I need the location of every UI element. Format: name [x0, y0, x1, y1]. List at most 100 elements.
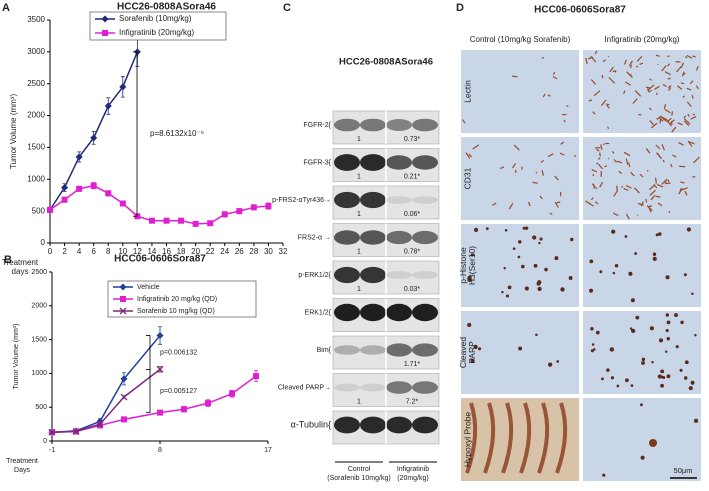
vessel: [611, 150, 615, 154]
stained-cell: [588, 288, 594, 293]
marker: [120, 393, 128, 401]
x-tick-label: 24: [220, 247, 229, 256]
legend-label: Vehicle: [137, 284, 160, 291]
vessel: [573, 155, 577, 157]
vessel: [667, 55, 670, 58]
vessel: [648, 89, 653, 93]
marker: [61, 196, 68, 203]
vessel: [636, 214, 639, 216]
blot-band: [386, 416, 412, 434]
marker: [119, 200, 126, 207]
marker: [120, 296, 126, 302]
marker: [61, 184, 69, 192]
blot-band: [360, 266, 386, 284]
blot-band: [360, 416, 386, 434]
vessel: [663, 104, 667, 110]
group-label: Infigratinib: [397, 466, 429, 473]
vessel: [664, 182, 671, 185]
vessel: [686, 87, 692, 91]
vessel: [513, 144, 520, 151]
stained-cell: [690, 380, 695, 385]
vessel: [668, 87, 672, 92]
x-tick-label: 26: [235, 247, 244, 256]
stained-cell: [679, 368, 683, 372]
x-tick-label: -1: [49, 447, 55, 454]
x-tick-label: 14: [147, 247, 156, 256]
stained-cell: [631, 328, 636, 334]
vessel: [672, 154, 677, 158]
quant: 1: [357, 398, 361, 405]
hypoxic-region: [465, 402, 478, 474]
vessel: [540, 159, 544, 163]
marker: [250, 204, 257, 211]
x-tick-label: 2: [62, 247, 67, 256]
stained-cell: [517, 255, 521, 259]
blot-band: [386, 119, 412, 131]
micrograph: [461, 224, 579, 307]
marker: [156, 365, 164, 373]
vessel: [655, 144, 661, 150]
vessel: [640, 201, 644, 207]
stained-cell: [536, 281, 541, 286]
stained-cell: [501, 290, 504, 294]
vessel: [692, 55, 696, 58]
vessel: [592, 111, 596, 115]
stained-cell: [595, 330, 600, 335]
vessel: [650, 194, 656, 201]
blot-band: [412, 118, 438, 132]
x-tick-label: 20: [191, 247, 200, 256]
y-tick-label: 0: [41, 238, 46, 247]
vessel: [666, 117, 672, 123]
blot-band: [412, 230, 438, 245]
vessel: [613, 190, 618, 197]
vessel: [662, 83, 667, 87]
stained-cell: [635, 315, 640, 320]
vessel: [662, 159, 665, 163]
marker: [229, 390, 235, 397]
stained-cell: [524, 226, 529, 230]
vessel: [468, 153, 473, 158]
stained-cell: [616, 384, 620, 388]
stained-cell: [599, 270, 603, 274]
stained-cell: [611, 229, 616, 234]
vessel: [623, 90, 626, 95]
vessel: [492, 202, 497, 206]
stained-cell: [683, 376, 688, 380]
quant: 0.03*: [404, 286, 421, 293]
vessel: [681, 187, 688, 191]
vessel: [658, 117, 664, 122]
blot-band: [334, 230, 360, 245]
stained-cell: [665, 275, 670, 280]
vessel: [588, 202, 594, 207]
vessel: [618, 170, 623, 175]
blot-band: [360, 230, 386, 245]
stained-cell: [658, 232, 662, 236]
blot-band: [386, 196, 412, 204]
marker: [178, 217, 185, 224]
y-tick-label: 2000: [31, 303, 47, 310]
micrograph: [583, 224, 701, 307]
blot-band: [334, 154, 360, 171]
stained-cell: [609, 347, 615, 352]
stained-cell: [470, 358, 475, 363]
quant: 0.06*: [404, 211, 421, 218]
vessel: [646, 205, 653, 211]
x-axis-label: Treatment: [6, 458, 38, 465]
vessel: [613, 159, 617, 163]
stained-cell: [640, 403, 643, 407]
stained-cell: [590, 349, 594, 353]
vessel: [626, 71, 633, 79]
stained-cell: [521, 264, 525, 269]
vessel: [634, 90, 642, 97]
vessel: [609, 66, 614, 73]
y-tick-label: 1000: [31, 370, 47, 377]
hypoxic-region: [537, 402, 550, 474]
vessel: [655, 54, 660, 57]
vessel: [637, 202, 644, 206]
stained-cell: [691, 292, 694, 296]
x-tick-label: 6: [91, 247, 96, 256]
vessel: [602, 59, 607, 63]
quant: 1: [357, 286, 361, 293]
stained-cell: [512, 247, 516, 251]
stained-cell: [539, 237, 543, 241]
